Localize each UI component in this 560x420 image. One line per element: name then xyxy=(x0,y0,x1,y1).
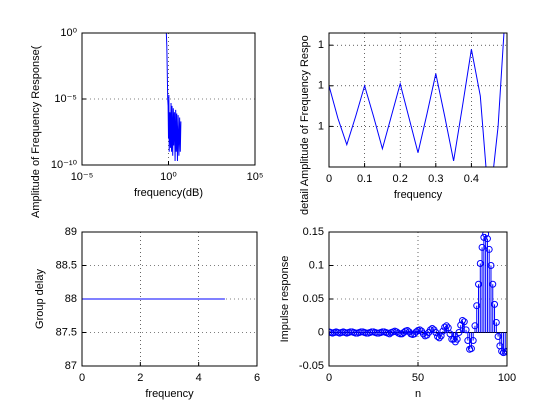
x-tick-label: 10⁻⁵ xyxy=(71,171,94,183)
stem-marker xyxy=(444,324,452,332)
plot-content xyxy=(329,33,505,167)
x-tick-label: 0 xyxy=(79,372,85,384)
x-tick-label: 0 xyxy=(326,372,332,384)
plot-content xyxy=(329,232,507,357)
stem-marker xyxy=(386,330,394,338)
y-tick-label: 1 xyxy=(318,39,324,51)
stem-marker xyxy=(329,328,333,336)
y-axis-label: Amplitude of Frequency Response( xyxy=(30,45,42,218)
y-tick-label: 0 xyxy=(318,326,324,338)
x-tick-label: 0.2 xyxy=(393,173,408,185)
y-tick-label: 1 xyxy=(318,120,324,132)
stem-marker xyxy=(460,318,468,326)
stem-marker xyxy=(459,316,466,324)
x-tick-label: 10⁵ xyxy=(247,171,264,183)
x-tick-label: 0.1 xyxy=(357,173,372,185)
stem-marker xyxy=(471,322,479,330)
stem-marker xyxy=(475,280,483,288)
data-line xyxy=(165,33,182,162)
x-tick-label: 4 xyxy=(196,372,202,384)
x-tick-label: 0.3 xyxy=(428,173,443,185)
x-tick-label: 6 xyxy=(254,372,260,384)
y-tick-label: 89 xyxy=(65,226,77,238)
plot-area xyxy=(329,33,507,167)
stem-marker xyxy=(400,329,408,336)
stem-marker xyxy=(482,232,490,238)
stem-marker xyxy=(432,329,440,336)
stem-marker xyxy=(416,326,424,334)
y-tick-label: 88.5 xyxy=(56,259,77,271)
y-tick-label: 10⁰ xyxy=(60,27,77,39)
stem-marker xyxy=(483,235,491,243)
stem-marker xyxy=(491,300,499,308)
plot-content xyxy=(165,33,182,162)
stem-marker xyxy=(428,324,436,332)
y-tick-label: 87.5 xyxy=(56,326,77,338)
stem-marker xyxy=(494,333,502,341)
subplot: 0 2 4 6 87 87.5 88 88.5 89 frequency Group delay xyxy=(34,226,260,400)
x-tick-label: 0 xyxy=(326,173,332,185)
stem-marker xyxy=(467,345,475,353)
axes-box xyxy=(81,231,258,367)
stem-marker xyxy=(473,302,481,310)
y-axis-label: Group delay xyxy=(34,269,46,329)
stem-marker xyxy=(437,332,445,340)
subplot: 10⁻⁵ 10⁰ 10⁵10⁻¹⁰10⁻⁵10⁰frequency(dB)Ampli… xyxy=(30,27,263,218)
y-tick-label: 88 xyxy=(65,293,77,305)
stem-marker xyxy=(492,318,500,326)
stem-marker xyxy=(453,335,461,343)
stem-marker xyxy=(480,233,488,241)
stem-marker xyxy=(469,337,477,345)
axes-box xyxy=(81,32,256,166)
x-axis-label: frequency xyxy=(394,189,443,201)
y-tick-label: 87 xyxy=(65,360,77,372)
stem-marker xyxy=(435,334,443,342)
stem-marker xyxy=(426,326,434,334)
y-tick-label: 10⁻¹⁰ xyxy=(51,159,78,171)
y-tick-label: 1 xyxy=(318,80,324,92)
y-tick-label: 0.15 xyxy=(303,226,324,238)
x-tick-label: 10⁰ xyxy=(160,171,177,183)
data-line xyxy=(329,33,505,167)
x-tick-label: 100 xyxy=(498,372,516,384)
stem-marker xyxy=(412,328,420,336)
stem-marker xyxy=(476,259,484,267)
x-axis-label: frequency xyxy=(145,388,194,400)
axes-box xyxy=(328,231,508,367)
stem-marker xyxy=(487,262,495,269)
axes-box xyxy=(328,32,508,168)
stem-marker xyxy=(462,326,470,334)
y-tick-label: 10⁻⁵ xyxy=(54,93,77,105)
x-axis-label: n xyxy=(415,388,421,400)
stem-marker xyxy=(442,322,450,330)
y-tick-label: 0.1 xyxy=(309,259,324,271)
stem-marker xyxy=(464,337,472,345)
stem-marker xyxy=(478,243,486,251)
stem-marker xyxy=(489,280,497,288)
stem-marker xyxy=(455,329,463,336)
y-axis-label: detail Amplitude of Frequency Respo xyxy=(299,35,311,215)
x-axis-label: frequency(dB) xyxy=(134,187,203,199)
y-tick-label: -0.05 xyxy=(299,360,324,372)
y-axis-label: Impulse response xyxy=(279,256,291,343)
y-tick-label: 0.05 xyxy=(303,293,324,305)
stem-marker xyxy=(441,323,449,331)
stem-marker xyxy=(503,347,507,355)
subplot: 0 0.1 0.2 0.3 0.4 1 1 1 frequency detail Amplitud… xyxy=(299,32,508,215)
stem-marker xyxy=(498,347,506,355)
stem-marker xyxy=(439,327,447,335)
stem-marker xyxy=(434,333,442,341)
stem-marker xyxy=(485,245,493,253)
x-tick-label: 0.4 xyxy=(464,173,479,185)
x-tick-label: 2 xyxy=(137,372,143,384)
x-tick-label: 50 xyxy=(412,372,424,384)
